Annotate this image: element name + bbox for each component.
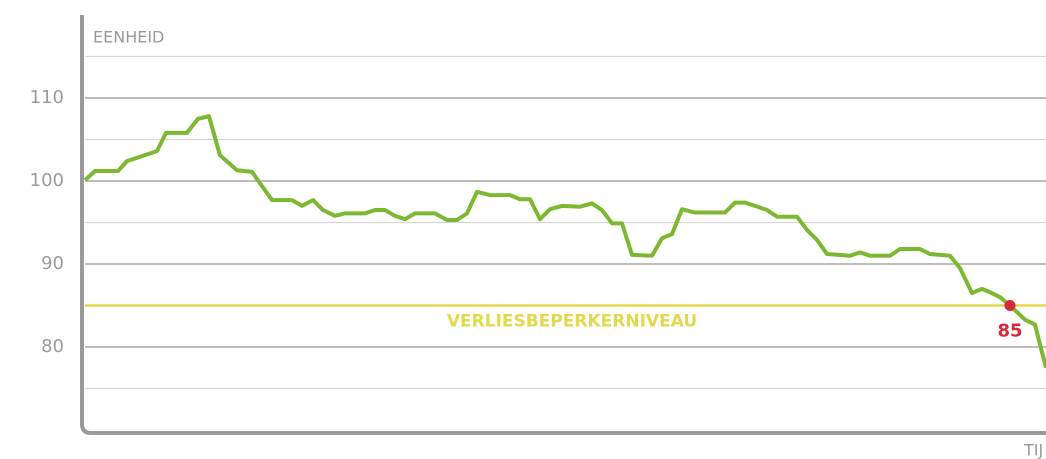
line bbox=[83, 114, 1046, 369]
y-axis-label: EENHEID bbox=[93, 28, 164, 47]
x-axis-label: TIJ bbox=[1023, 441, 1043, 459]
axis bbox=[80, 15, 1046, 435]
y-tick-label: 90 bbox=[41, 253, 64, 274]
marker-label: 85 bbox=[997, 321, 1022, 342]
y-tick-label: 100 bbox=[30, 170, 64, 191]
y-tick-label: 80 bbox=[41, 336, 64, 357]
marker-point bbox=[1004, 300, 1016, 311]
threshold-label: VERLIESBEPERKERNIVEAU bbox=[447, 312, 697, 332]
y-tick-label: 110 bbox=[30, 87, 64, 108]
